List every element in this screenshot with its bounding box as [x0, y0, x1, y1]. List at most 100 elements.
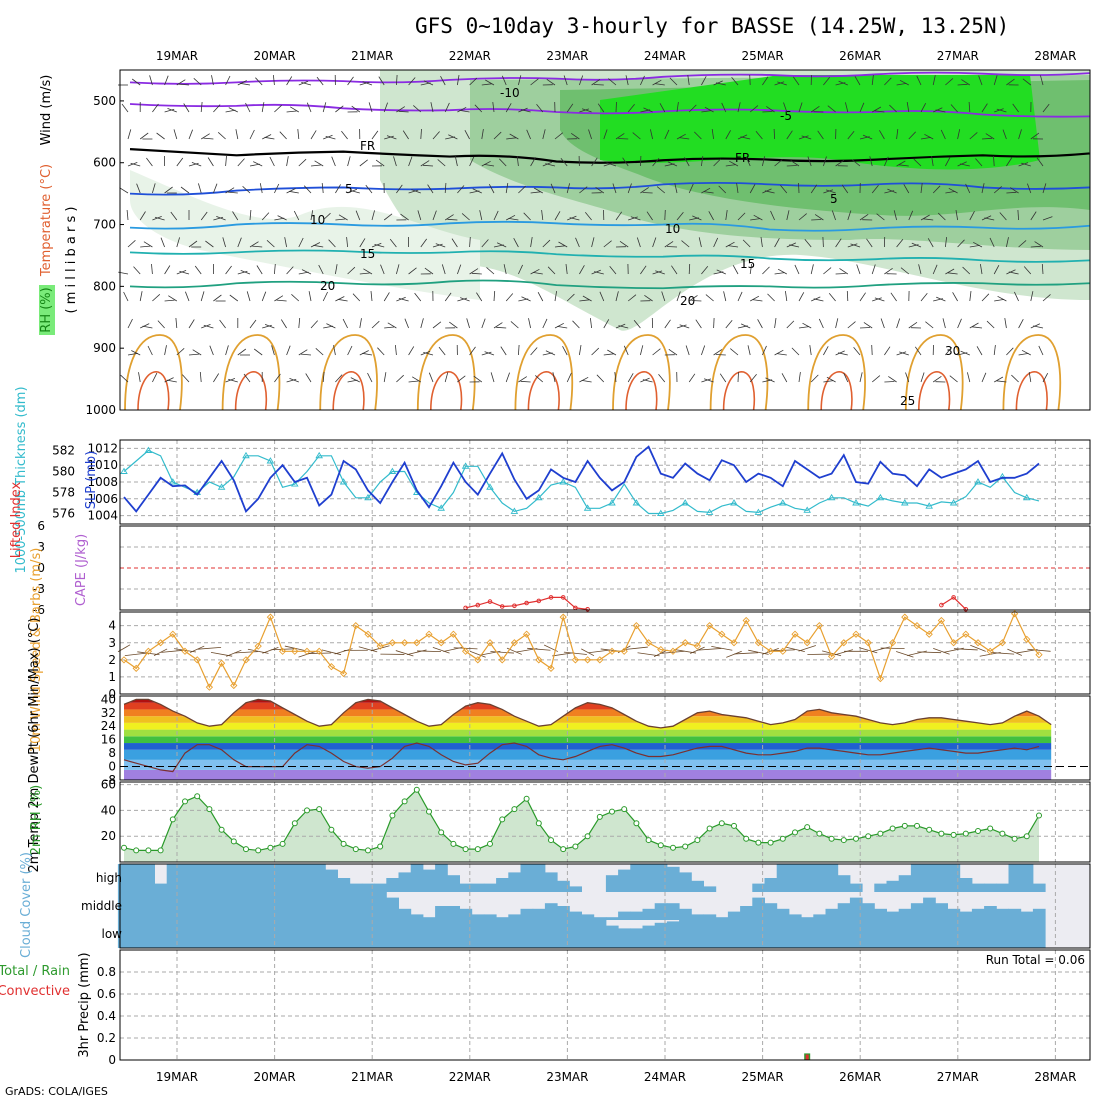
wind-barb — [298, 349, 308, 356]
wind-barb — [843, 372, 849, 383]
wind-barb — [499, 158, 507, 167]
cloud-bar — [776, 920, 790, 948]
wind-barb — [337, 298, 348, 302]
thickness-marker — [242, 451, 250, 459]
wind-barb — [838, 352, 848, 356]
wind-barb — [851, 159, 861, 167]
rh-marker — [511, 806, 518, 813]
rh-tick: 40 — [101, 803, 116, 817]
wind-barb — [731, 77, 739, 86]
wind-barb — [825, 189, 836, 194]
wind-barb — [792, 76, 800, 86]
wind-barb-10m — [653, 649, 668, 657]
wind-barb — [335, 374, 343, 383]
wind-barb — [1023, 266, 1032, 275]
wind-tick: 3 — [108, 636, 116, 650]
cloud-bar — [971, 883, 985, 892]
wind-barb — [579, 108, 590, 113]
wind-speed-marker — [949, 639, 958, 647]
wind-barb — [718, 185, 727, 194]
cloud-bar — [886, 911, 900, 920]
cloud-bar — [581, 920, 595, 948]
cloud-bar — [557, 880, 570, 892]
isotherm-line — [129, 220, 1090, 232]
wind-barb — [607, 349, 617, 356]
wind-barb-10m — [161, 649, 185, 653]
wind-barb — [371, 210, 375, 221]
wind-barb — [192, 349, 202, 356]
pressure-tick: 800 — [93, 279, 116, 293]
cloud-bar — [313, 892, 326, 920]
cloud-bar — [801, 864, 814, 892]
wind-barb — [213, 216, 224, 221]
wind-barb — [935, 109, 946, 113]
lifted-index-marker — [939, 602, 944, 608]
wind-barb-10m — [490, 651, 515, 654]
cloud-bar — [630, 928, 643, 948]
wind-barb — [509, 133, 519, 140]
cloud-bar — [825, 864, 839, 892]
wind-barb — [441, 264, 446, 275]
wind-barb — [981, 215, 992, 221]
wind-barb-10m — [970, 644, 986, 652]
wind-barb — [908, 321, 918, 329]
wind-barb — [871, 344, 873, 356]
wind-barb — [603, 353, 614, 356]
wind-barb — [293, 210, 300, 221]
wind-barb — [154, 216, 165, 221]
wind-barb — [839, 268, 849, 275]
wind-barb-10m — [896, 651, 914, 658]
thickness-tick: 576 — [52, 507, 75, 521]
wind-speed-marker — [156, 639, 165, 647]
wind-barb — [896, 318, 901, 329]
wind-barb — [291, 294, 300, 302]
contour-label: 25 — [900, 394, 915, 408]
wind-barb — [438, 346, 446, 356]
wind-barb — [213, 294, 222, 302]
wind-barb — [274, 104, 282, 113]
rh-marker — [828, 835, 835, 842]
rh-marker — [718, 820, 725, 827]
wind-barb — [213, 104, 221, 113]
lifted-index-line — [465, 596, 967, 610]
wind-barb — [188, 353, 200, 356]
date-label-top: 26MAR — [839, 49, 881, 63]
cloud-bar — [288, 864, 302, 892]
date-label-bottom: 27MAR — [937, 1070, 979, 1084]
wind-barb — [530, 78, 539, 86]
wind-barb — [847, 321, 856, 329]
wind-barb — [264, 324, 275, 329]
wind-barb — [715, 354, 726, 356]
wind-barb — [530, 268, 540, 275]
isotherm-line — [129, 148, 1090, 164]
wind-barb — [669, 77, 678, 86]
wind-barb — [1017, 209, 1019, 221]
wind-barb — [961, 79, 971, 86]
cloud-bar — [483, 920, 497, 948]
wind-barb — [315, 348, 324, 356]
wind-barb — [322, 291, 328, 302]
rh-shade-low — [130, 170, 480, 300]
wind-barb — [554, 291, 557, 302]
wind-barb — [301, 82, 312, 86]
cloud-bar — [1008, 920, 1022, 948]
wind-barb — [774, 349, 784, 356]
wind-barb — [981, 372, 987, 383]
wind-barb-10m — [798, 645, 816, 652]
wind-barb — [1042, 103, 1050, 113]
cloud-bar — [154, 892, 168, 920]
wind-barb — [505, 293, 514, 302]
wind-barb — [713, 317, 715, 329]
wind-barb — [872, 106, 882, 113]
cloud-bar — [740, 920, 753, 948]
date-label-top: 24MAR — [644, 49, 686, 63]
wind-barb — [924, 133, 934, 140]
wind-barb — [920, 292, 928, 302]
wind-barb — [774, 159, 783, 167]
wind-speed-marker — [193, 656, 201, 664]
cloud-bar — [971, 908, 985, 920]
thickness-marker — [510, 507, 519, 514]
wind-barb — [765, 377, 775, 383]
cloud-bar — [642, 908, 656, 920]
wind-barb — [359, 238, 366, 248]
